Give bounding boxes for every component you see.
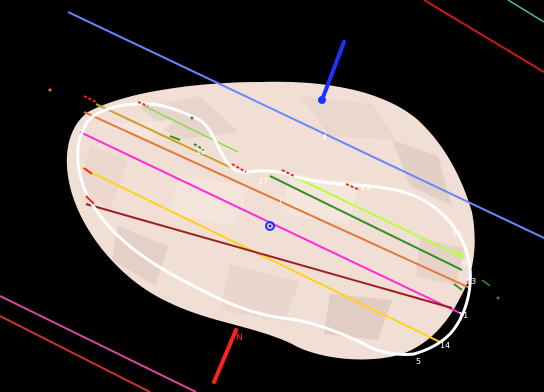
outer-chord-bottom-left-red bbox=[0, 315, 151, 392]
chord-labels: 4 1 12 17 15 19 9 13 11 14 5 bbox=[196, 133, 476, 366]
label-19: 19 bbox=[452, 229, 462, 238]
chord-8-line bbox=[95, 103, 237, 171]
label-17: 17 bbox=[258, 177, 268, 186]
chord-endpoint-markers bbox=[48, 88, 500, 300]
label-13: 13 bbox=[466, 277, 476, 286]
outer-chord-top-right-teal bbox=[507, 0, 544, 23]
north-arrow-line bbox=[212, 328, 238, 384]
chord-2-line bbox=[279, 169, 465, 259]
outer-chord-bottom-left-pink bbox=[0, 295, 197, 392]
north-indicator: N bbox=[212, 328, 243, 384]
chord-7-line bbox=[85, 203, 453, 309]
pole-marker bbox=[318, 96, 326, 104]
spin-axis bbox=[318, 40, 346, 104]
label-1: 1 bbox=[278, 197, 283, 206]
label-14: 14 bbox=[440, 341, 450, 350]
asteroid-shape-model bbox=[66, 81, 475, 360]
label-4: 4 bbox=[322, 133, 327, 142]
label-5: 5 bbox=[416, 357, 421, 366]
label-15: 15 bbox=[360, 183, 370, 192]
label-12: 12 bbox=[196, 147, 206, 156]
label-9: 9 bbox=[462, 259, 467, 268]
chord-6-line bbox=[81, 167, 441, 343]
profile-outline bbox=[76, 102, 472, 356]
chord-4-line bbox=[83, 111, 471, 289]
chord-9-line bbox=[139, 103, 239, 153]
chord-1-line bbox=[67, 11, 544, 239]
pole-axis-line bbox=[320, 40, 346, 102]
label-11: 11 bbox=[458, 311, 468, 320]
north-label: N bbox=[236, 333, 243, 343]
outer-chord-top-right-red bbox=[423, 0, 544, 73]
chord-3-line bbox=[269, 175, 463, 271]
center-marker bbox=[265, 221, 275, 231]
